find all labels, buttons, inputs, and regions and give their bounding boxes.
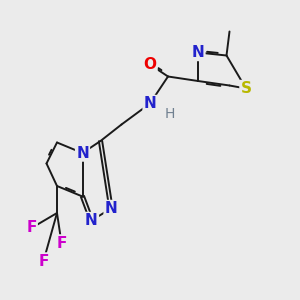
Text: F: F xyxy=(38,254,49,268)
Text: O: O xyxy=(143,57,157,72)
Text: F: F xyxy=(26,220,37,236)
Text: F: F xyxy=(56,236,67,250)
Text: S: S xyxy=(241,81,251,96)
Text: N: N xyxy=(85,213,98,228)
Text: N: N xyxy=(144,96,156,111)
Text: N: N xyxy=(192,45,204,60)
Text: H: H xyxy=(164,107,175,121)
Text: N: N xyxy=(76,146,89,160)
Text: N: N xyxy=(105,201,117,216)
